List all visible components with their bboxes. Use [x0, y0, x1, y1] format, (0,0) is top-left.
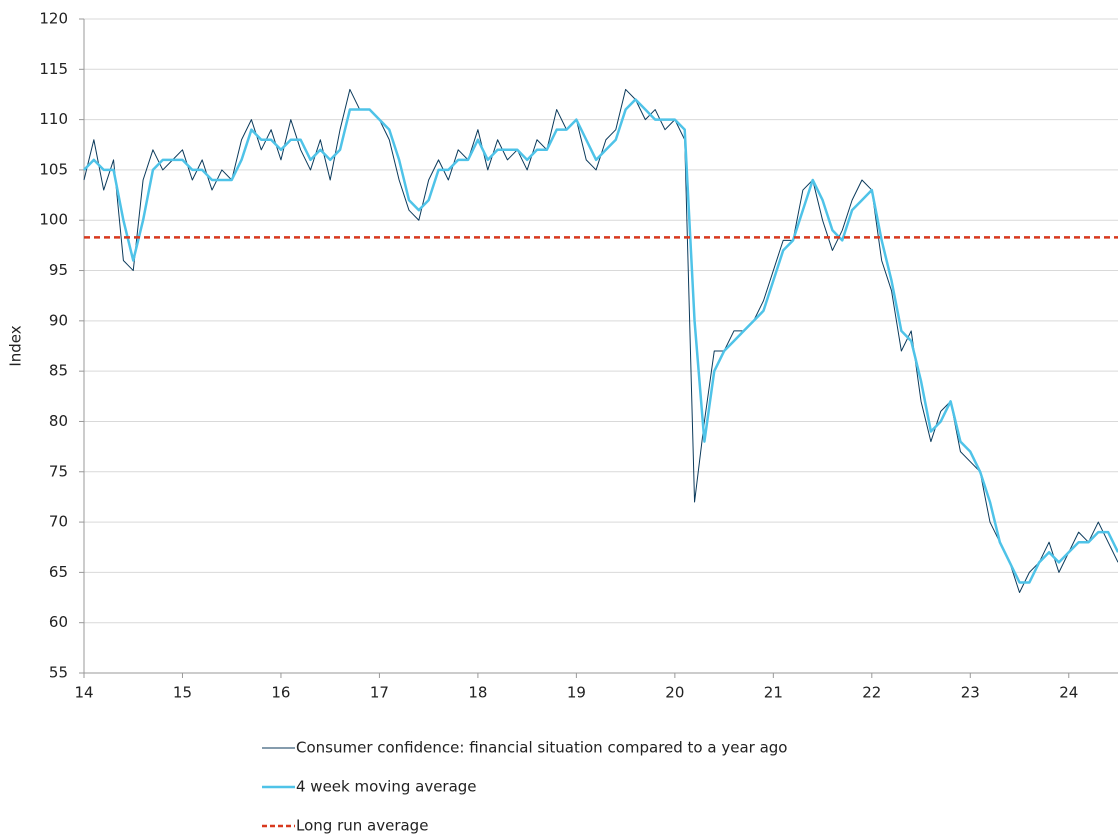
x-tick-label: 22	[862, 684, 881, 702]
y-tick-label: 75	[49, 462, 68, 480]
x-tick-label: 23	[961, 684, 980, 702]
y-tick-label: 100	[39, 211, 68, 229]
y-tick-label: 120	[39, 10, 68, 28]
y-tick-label: 105	[39, 160, 68, 178]
legend-label: Long run average	[296, 817, 428, 835]
y-axis-label: Index	[7, 325, 25, 366]
y-tick-label: 110	[39, 110, 68, 128]
y-tick-label: 65	[49, 563, 68, 581]
y-tick-label: 55	[49, 664, 68, 682]
legend-label: 4 week moving average	[296, 778, 477, 796]
y-tick-label: 70	[49, 513, 68, 531]
y-tick-label: 60	[49, 613, 68, 631]
x-tick-label: 17	[370, 684, 389, 702]
y-tick-label: 95	[49, 261, 68, 279]
series-line	[83, 98, 1118, 584]
x-tick-label: 24	[1059, 684, 1078, 702]
y-tick-label: 90	[49, 311, 68, 329]
legend-label: Consumer confidence: financial situation…	[296, 739, 787, 757]
x-tick-label: 15	[173, 684, 192, 702]
x-tick-label: 14	[74, 684, 93, 702]
y-tick-label: 115	[39, 60, 68, 78]
x-tick-label: 20	[665, 684, 684, 702]
x-tick-label: 21	[764, 684, 783, 702]
x-tick-label: 18	[468, 684, 487, 702]
x-tick-label: 16	[271, 684, 290, 702]
x-tick-label: 19	[567, 684, 586, 702]
y-tick-label: 80	[49, 412, 68, 430]
y-tick-label: 85	[49, 362, 68, 380]
